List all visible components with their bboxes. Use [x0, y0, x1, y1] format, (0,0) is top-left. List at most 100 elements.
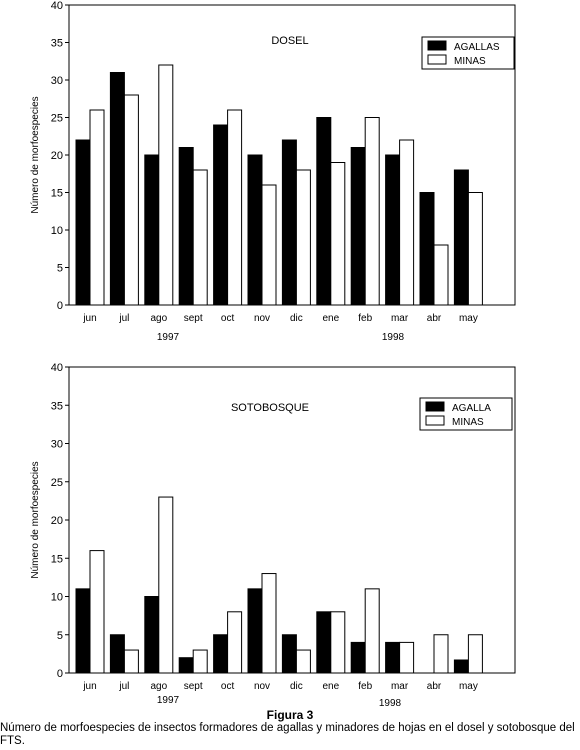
panel2-bar-series2 [261, 573, 277, 674]
panel2-legend-swatch [425, 415, 445, 426]
panel2-bar-series1 [247, 588, 263, 674]
panel2-y-tick-label: 40 [51, 362, 63, 374]
panel1-bar-series2 [123, 94, 139, 306]
panel2-bar-series1 [75, 588, 91, 674]
panel2-bar-series1 [178, 657, 194, 674]
panel2-bar-series1 [385, 641, 401, 674]
panel2-x-tick-label: jun [82, 681, 96, 692]
panel2-legend-label: AGALLA [452, 403, 491, 414]
panel1-chart-title: DOSEL [271, 35, 308, 47]
panel2-bar-series2 [433, 634, 449, 674]
panel2-year-label: 1997 [157, 695, 180, 706]
panel2-y-tick-label: 15 [51, 553, 63, 565]
panel2-x-tick-label: ago [150, 681, 167, 692]
panel1-x-tick-label: mar [391, 313, 409, 324]
panel2-bar-series1 [109, 634, 125, 674]
panel2-bar-series2 [227, 611, 243, 674]
panel2-bar-series2 [467, 634, 483, 674]
figure-caption: Número de morfoespecies de insectos form… [0, 722, 575, 747]
panel2-bar-series1 [453, 659, 469, 674]
panel2-x-tick-label: mar [391, 681, 409, 692]
panel1-bar-series1 [213, 124, 229, 306]
panel1-year-label: 1998 [382, 332, 405, 343]
panel1-y-tick-label: 5 [57, 263, 63, 275]
panel2-x-tick-label: dic [290, 681, 303, 692]
panel2-bar-series1 [316, 611, 332, 674]
panel1-y-tick-label: 10 [51, 225, 63, 237]
panel2-y-axis-label: Número de morfoespecies [30, 461, 41, 578]
panel1-legend-swatch [427, 54, 447, 65]
panel2-legend-swatch [425, 401, 445, 412]
panel1-bar-series1 [247, 154, 263, 306]
figure-label: Figura 3 [266, 708, 314, 722]
panel1-bar-series2 [330, 162, 346, 306]
panel1-y-tick-label: 30 [51, 75, 63, 87]
panel1-bar-series1 [144, 154, 160, 306]
panel1-y-axis-label: Número de morfoespecies [30, 96, 41, 213]
panel2-legend-label: MINAS [452, 417, 484, 428]
panel2-x-tick-label: feb [358, 681, 372, 692]
panel2-y-tick-label: 30 [51, 439, 63, 451]
panel1-legend-swatch [427, 40, 447, 51]
panel1-y-tick-label: 0 [57, 300, 63, 312]
panel1-year-label: 1997 [157, 332, 180, 343]
panel1-bar-series1 [350, 147, 366, 306]
panel2-x-tick-label: jul [118, 681, 129, 692]
panel2-bar-series2 [399, 641, 415, 674]
panel2-x-tick-label: may [459, 681, 478, 692]
panel1-x-tick-label: feb [358, 313, 372, 324]
panel1-bar-series2 [261, 184, 277, 306]
panel2-bar-series1 [281, 634, 297, 674]
panel2-bar-series2 [295, 649, 311, 674]
panel2-y-tick-label: 0 [57, 668, 63, 680]
panel2-y-tick-label: 35 [51, 400, 63, 412]
panel1-y-tick-label: 20 [51, 150, 63, 162]
panel2-year-label: 1998 [379, 698, 402, 709]
panel1-y-tick-label: 25 [51, 113, 63, 125]
panel1-bar-series1 [385, 154, 401, 306]
panel2-x-tick-label: abr [427, 681, 442, 692]
panel1-bar-series2 [433, 244, 449, 306]
panel1-x-tick-label: dic [290, 313, 303, 324]
panel1-x-tick-label: nov [254, 313, 270, 324]
panel2-bar-series2 [364, 588, 380, 674]
panel1-bar-series2 [158, 64, 174, 306]
panel2-y-tick-label: 5 [57, 630, 63, 642]
panel1-legend-label: MINAS [454, 56, 486, 67]
panel2-x-tick-label: oct [221, 681, 235, 692]
panel2-y-tick-label: 25 [51, 477, 63, 489]
panel1-x-tick-label: ene [322, 313, 339, 324]
panel1-bar-series1 [419, 192, 435, 306]
panel1-bar-series2 [399, 139, 415, 306]
panel2-bar-series2 [89, 550, 105, 674]
panel1-y-tick-label: 15 [51, 188, 63, 200]
panel2-bar-series2 [158, 496, 174, 674]
panel1-x-tick-label: oct [221, 313, 235, 324]
panel1-y-tick-label: 40 [51, 0, 63, 12]
panel2-y-tick-label: 20 [51, 515, 63, 527]
panel2-x-tick-label: nov [254, 681, 270, 692]
panel2-chart-title: SOTOBOSQUE [231, 402, 309, 414]
panel1-x-tick-label: abr [427, 313, 442, 324]
panel1-bar-series2 [364, 117, 380, 306]
panel1-bar-series2 [192, 169, 208, 306]
panel2-bar-series2 [330, 611, 346, 674]
panel1-bar-series1 [453, 169, 469, 306]
panel1-x-tick-label: jun [82, 313, 96, 324]
panel2-bar-series1 [213, 634, 229, 674]
panel2-bar-series1 [144, 596, 160, 674]
panel1-x-tick-label: may [459, 313, 478, 324]
panel1-bar-series2 [89, 109, 105, 306]
panel2-bar-series2 [192, 649, 208, 674]
panel1-legend-label: AGALLAS [454, 42, 500, 53]
panel1-bar-series1 [178, 147, 194, 306]
panel1-bar-series2 [467, 192, 483, 306]
panel2-x-tick-label: ene [322, 681, 339, 692]
panel1-bar-series1 [316, 117, 332, 306]
panel1-bar-series1 [109, 72, 125, 306]
panel2-bar-series1 [350, 641, 366, 674]
panel1-bar-series2 [227, 109, 243, 306]
panel2-y-tick-label: 10 [51, 592, 63, 604]
panel1-x-tick-label: jul [118, 313, 129, 324]
